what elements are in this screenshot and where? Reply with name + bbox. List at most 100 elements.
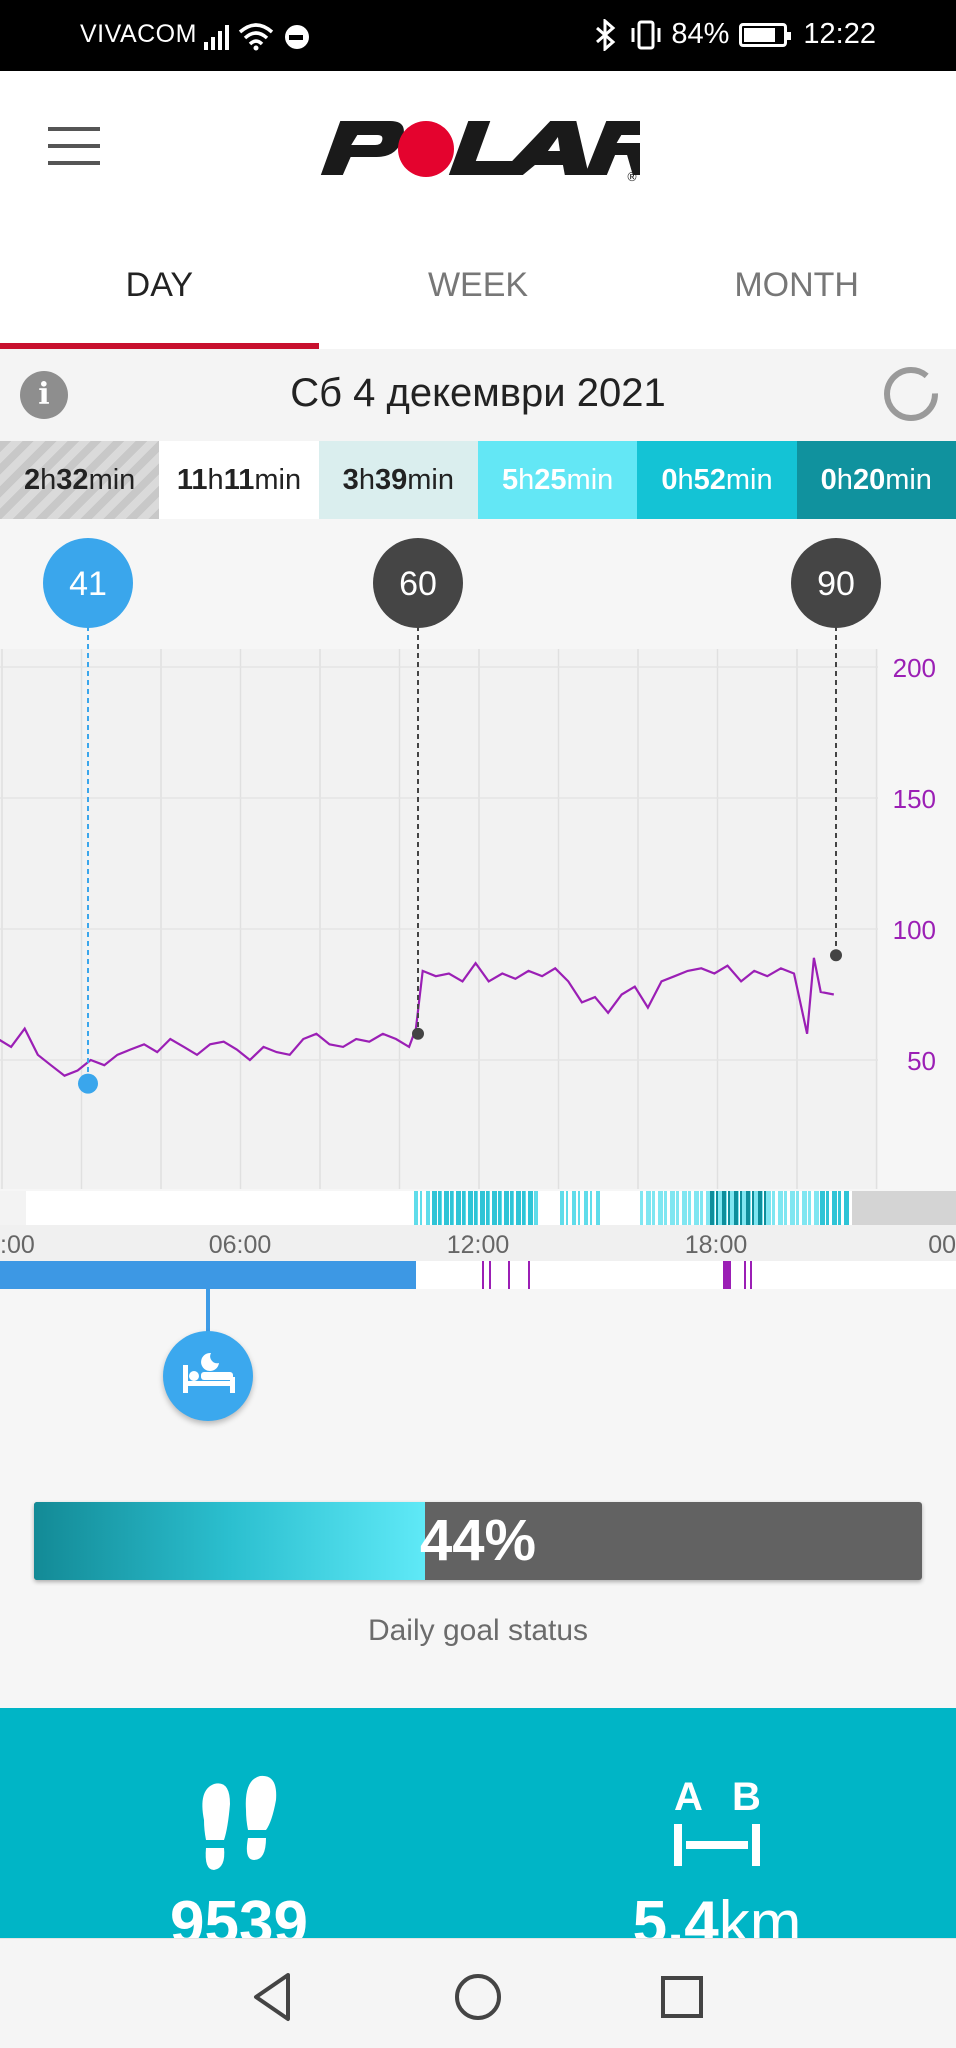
activity-strip-segment: [432, 1191, 437, 1225]
activity-strip-segment: [652, 1191, 655, 1225]
home-nav-icon[interactable]: [448, 1967, 508, 2027]
marker-label: 90: [817, 565, 855, 603]
back-nav-icon[interactable]: [244, 1967, 304, 2027]
activity-strip-segment: [492, 1191, 497, 1225]
carrier-label: VIVACOM: [80, 20, 197, 48]
activity-strip-segment: [676, 1191, 679, 1225]
marker-bubble: [791, 538, 881, 628]
recents-nav-icon[interactable]: [652, 1967, 712, 2027]
clock: 12:22: [803, 18, 876, 50]
activity-strip-segment: [510, 1191, 513, 1225]
activity-strip-segment: [420, 1191, 422, 1225]
activity-strip-segment: [694, 1191, 699, 1225]
activity-stats-panel: 9539 A B 5.4km: [0, 1708, 956, 1938]
zone-3-duration[interactable]: 5 h 25 min: [477, 441, 638, 519]
tab-week[interactable]: WEEK: [427, 265, 529, 304]
activity-strip-segment: [832, 1191, 837, 1225]
activity-strip-segment: [658, 1191, 663, 1225]
zone-0-duration[interactable]: 2 h 32 min: [0, 441, 160, 519]
svg-text:B: B: [732, 1775, 761, 1819]
activity-strip-segment: [578, 1191, 580, 1225]
activity-strip-segment: [716, 1191, 718, 1225]
y-tick-label: 150: [893, 784, 936, 814]
activity-strip-segment: [534, 1191, 538, 1225]
marker-bubble: [373, 538, 463, 628]
zone-4-duration[interactable]: 0 h 52 min: [637, 441, 797, 519]
activity-event-mark: [744, 1261, 746, 1289]
y-tick-label: 50: [907, 1046, 936, 1076]
date-label[interactable]: Сб 4 декември 2021: [290, 371, 666, 415]
daily-goal-progress-bar: 44%: [34, 1502, 922, 1580]
x-axis-band: [0, 1225, 956, 1261]
steps-stat[interactable]: 9539: [0, 1708, 478, 1938]
activity-event-mark: [723, 1261, 731, 1289]
activity-strip-segment: [426, 1191, 430, 1225]
activity-strip-segment: [596, 1191, 600, 1225]
activity-event-mark: [528, 1261, 530, 1289]
activity-strip-segment: [710, 1191, 714, 1225]
activity-strip-segment: [646, 1191, 651, 1225]
heart-rate-zones: 2 h 32 min 11 h 11 min 3 h 39 min 5 h 25 min 0 h 52 min…: [0, 441, 956, 519]
battery-icon: [739, 22, 792, 47]
zone-2-duration[interactable]: 3 h 39 min: [318, 441, 478, 519]
zone-5-duration[interactable]: 0 h 20 min: [796, 441, 956, 519]
info-icon[interactable]: i: [20, 371, 68, 419]
heart-rate-chart[interactable]: 200 150 100 50:00 06:00 12:00 18:00 00 41 60 90: [0, 519, 956, 1289]
status-bar: VIVACOM 84% 12:22: [0, 0, 956, 71]
app-header: ®: [0, 71, 956, 221]
activity-strip-segment: [754, 1191, 759, 1225]
activity-strip-segment: [826, 1191, 829, 1225]
y-tick-label: 200: [893, 653, 936, 683]
hamburger-menu-icon[interactable]: [48, 127, 100, 165]
activity-strip-segment: [516, 1191, 521, 1225]
activity-strip-segment: [590, 1191, 592, 1225]
activity-strip-segment: [468, 1191, 473, 1225]
x-tick-label: 06:00: [209, 1231, 272, 1259]
sleep-bed-icon[interactable]: [163, 1331, 253, 1421]
activity-event-mark: [489, 1261, 491, 1289]
activity-strip-segment: [640, 1191, 643, 1225]
svg-text:®: ®: [626, 170, 638, 183]
marker-label: 60: [399, 565, 437, 603]
activity-strip-segment: [670, 1191, 675, 1225]
sleep-marker-line: [206, 1289, 210, 1333]
inactive-strip-segment: [852, 1191, 956, 1225]
marker-label: 41: [69, 565, 107, 603]
activity-strip-segment: [664, 1191, 667, 1225]
sleep-period-bar: [0, 1261, 416, 1289]
date-row: i Сб 4 декември 2021: [0, 349, 956, 441]
activity-strip-segment: [838, 1191, 841, 1225]
activity-strip-segment: [766, 1191, 771, 1225]
daily-goal-label: Daily goal status: [367, 1614, 589, 1647]
activity-strip-segment: [764, 1191, 766, 1225]
activity-strip-segment: [528, 1191, 533, 1225]
tab-month[interactable]: MONTH: [734, 265, 859, 304]
activity-strip-segment: [414, 1191, 418, 1225]
activity-strip-segment: [682, 1191, 687, 1225]
activity-strip-segment: [706, 1191, 711, 1225]
tab-day[interactable]: DAY: [0, 221, 319, 349]
distance-value: 5.4km: [632, 1889, 802, 1938]
distance-stat[interactable]: A B 5.4km: [478, 1708, 956, 1938]
loading-spinner-icon: [884, 367, 938, 421]
activity-event-mark: [482, 1261, 484, 1289]
heart-rate-chart-svg: 200 150 100 50:00 06:00 12:00 18:00 00 41 60 90: [0, 538, 956, 1289]
marker-point: [412, 1027, 424, 1040]
activity-strip-segment: [572, 1191, 576, 1225]
x-tick-label: :00: [0, 1231, 35, 1259]
activity-strip-segment: [444, 1191, 449, 1225]
activity-strip-segment: [522, 1191, 525, 1225]
activity-strip-segment: [778, 1191, 783, 1225]
system-nav-bar: [0, 1938, 956, 2048]
vibrate-icon: [631, 20, 661, 49]
activity-strip-segment: [688, 1191, 691, 1225]
activity-strip-segment: [746, 1191, 750, 1225]
x-tick-label: 12:00: [447, 1231, 510, 1259]
activity-strip-segment: [844, 1191, 849, 1225]
activity-strip-segment: [498, 1191, 501, 1225]
battery-percent: 84%: [671, 18, 730, 50]
activity-strip-segment: [456, 1191, 461, 1225]
bluetooth-icon: [596, 18, 616, 51]
zone-1-duration[interactable]: 11 h 11 min: [159, 441, 319, 519]
